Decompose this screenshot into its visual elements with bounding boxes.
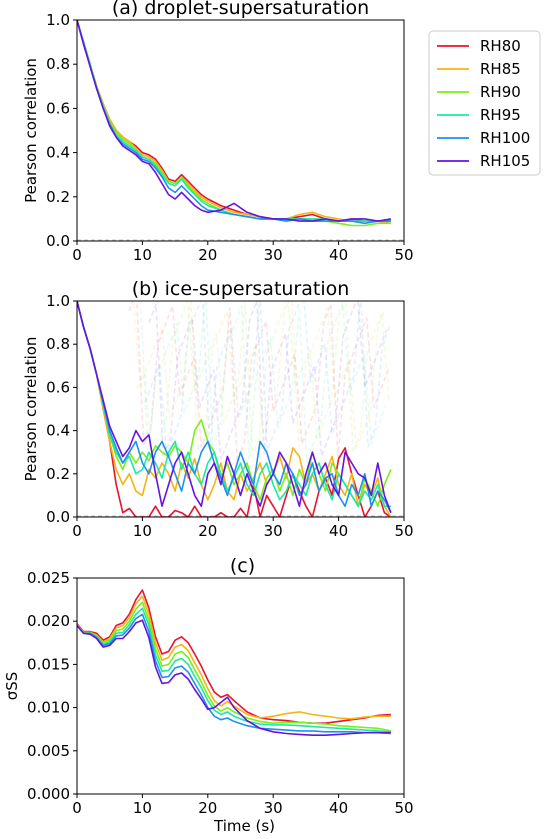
y-tick-label: 1.0 (46, 292, 70, 310)
y-tick-label: 0.8 (46, 335, 70, 353)
series-line-rh85 (77, 595, 391, 720)
chart-panel-2: 0 10 20 30 40 50 0.0 0.2 0.4 0.6 0.8 1.0 (b) ice-sup… (22, 278, 414, 540)
plot-frame (76, 19, 405, 242)
series-line-rh90 (77, 20, 391, 227)
x-tick-label: 10 (133, 246, 152, 264)
legend-label-rh85: RH85 (480, 60, 521, 78)
x-tick-label: 50 (394, 522, 413, 540)
y-tick-label: 0.010 (27, 699, 70, 717)
legend-box (428, 30, 541, 176)
series-group (77, 301, 392, 517)
chart-title: (b) ice-supersaturation (132, 278, 350, 300)
y-tick-label: 0.0 (46, 508, 70, 526)
y-tick-label: 1.0 (46, 11, 70, 29)
series-line-rh85 (77, 20, 392, 225)
series-line-rh85 (77, 301, 392, 517)
chart-title: (a) droplet-supersaturation (112, 0, 369, 19)
legend-label-rh95: RH95 (480, 106, 521, 124)
series-line-rh80 (77, 301, 392, 517)
background-trace-rh105 (148, 301, 388, 460)
x-tick-label: 40 (329, 246, 348, 264)
background-trace-rh85 (132, 301, 386, 452)
background-trace-rh100 (144, 301, 391, 455)
background-trace-rh80 (128, 301, 390, 462)
plot-frame (76, 577, 405, 795)
x-tick-label: 40 (329, 799, 348, 817)
x-tick-label: 0 (72, 799, 82, 817)
y-tick-label: 0.000 (27, 785, 70, 803)
y-tick-label: 0.8 (46, 55, 70, 73)
chart-panel-3: 0 10 20 30 40 50 0.000 0.005 0.010 0.015 0.020 0.02… (3, 555, 414, 835)
series-line-rh105 (77, 20, 392, 222)
background-trace-rh90 (136, 301, 390, 460)
chart-title: (c) (230, 555, 255, 577)
y-tick-label: 0.015 (27, 655, 70, 673)
y-tick-label: 0.4 (46, 144, 70, 162)
x-tick-label: 0 (72, 522, 82, 540)
plot-frame (76, 300, 405, 518)
legend-label-rh100: RH100 (480, 129, 530, 147)
y-tick-label: 0.6 (46, 378, 70, 396)
x-tick-label: 10 (133, 522, 152, 540)
background-trace-rh95 (140, 301, 387, 464)
series-group (77, 589, 392, 737)
y-tick-label: 0.005 (27, 742, 70, 760)
x-tick-label: 10 (133, 799, 152, 817)
y-axis-label: σSS (3, 672, 21, 701)
y-tick-label: 0.4 (46, 422, 70, 440)
x-tick-label: 50 (394, 799, 413, 817)
y-tick-label: 0.0 (46, 232, 70, 250)
legend-label-rh90: RH90 (480, 83, 521, 101)
legend-label-rh105: RH105 (480, 152, 530, 170)
legend-label-rh80: RH80 (480, 37, 521, 55)
x-tick-label: 50 (394, 246, 413, 264)
series-line-rh105 (77, 301, 392, 513)
series-line-rh100 (77, 613, 391, 735)
series-group (77, 20, 392, 227)
series-line-rh90 (77, 601, 392, 732)
x-axis-label: Time (s) (213, 817, 275, 835)
x-tick-label: 20 (198, 799, 217, 817)
legend: RH80 RH85 RH90 RH95 RH100 RH105 (428, 30, 541, 176)
series-line-rh80 (77, 20, 391, 222)
y-tick-label: 0.6 (46, 99, 70, 117)
y-tick-label: 0.2 (46, 188, 70, 206)
x-tick-label: 20 (198, 246, 217, 264)
y-tick-label: 0.2 (46, 465, 70, 483)
series-line-rh100 (77, 20, 391, 225)
x-tick-label: 20 (198, 522, 217, 540)
y-tick-label: 0.025 (27, 569, 70, 587)
x-tick-label: 30 (264, 522, 283, 540)
x-tick-label: 0 (72, 246, 82, 264)
series-line-rh95 (77, 607, 391, 733)
y-axis-label: Pearson correlation (22, 58, 40, 203)
background-traces (128, 301, 391, 464)
series-line-rh80 (77, 589, 391, 725)
series-line-rh95 (77, 301, 391, 508)
series-line-rh105 (77, 619, 391, 737)
x-tick-label: 30 (264, 799, 283, 817)
y-axis-label: Pearson correlation (22, 337, 40, 482)
chart-panel-1: 0 10 20 30 40 50 0.0 0.2 0.4 0.6 0.8 1.0 (a) droplet… (22, 0, 414, 264)
x-tick-label: 40 (329, 522, 348, 540)
y-tick-label: 0.020 (27, 612, 70, 630)
x-tick-label: 30 (264, 246, 283, 264)
series-line-rh95 (77, 20, 391, 222)
